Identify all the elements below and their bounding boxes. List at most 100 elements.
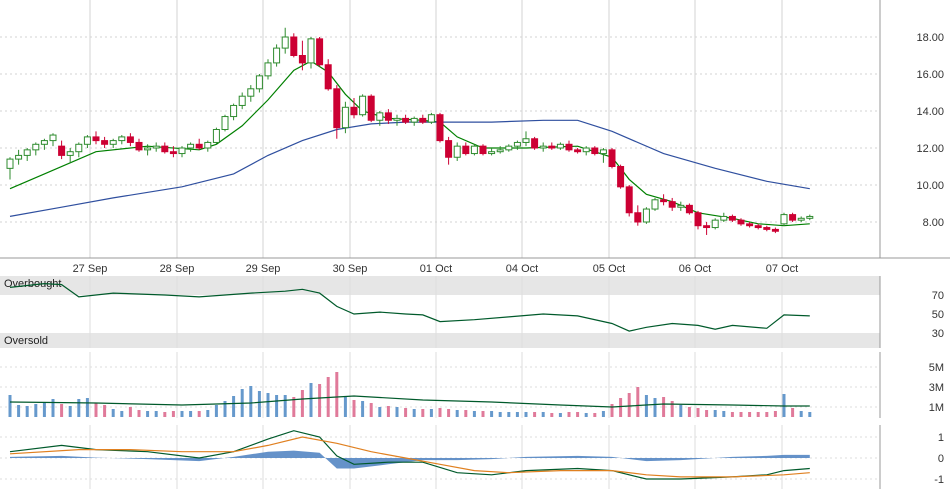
volume-bar: [292, 397, 296, 417]
candle-body: [505, 145, 513, 151]
volume-bar: [283, 395, 287, 417]
candle-body: [625, 186, 633, 214]
candle-body: [230, 104, 238, 118]
candle-body: [746, 223, 754, 227]
candle: [410, 116, 418, 126]
candle: [324, 59, 332, 91]
candle: [574, 148, 582, 154]
volume-bar: [438, 408, 442, 417]
candle: [341, 101, 349, 134]
candle-body: [359, 95, 367, 116]
candle: [462, 142, 470, 156]
candle-body: [178, 147, 186, 155]
candle-body: [23, 149, 31, 156]
candle: [298, 40, 306, 71]
volume-bar: [593, 413, 597, 417]
candle: [316, 37, 324, 67]
volume-bar: [773, 411, 777, 417]
candle-body: [780, 214, 788, 225]
volume-bar: [146, 411, 150, 417]
volume-bar: [25, 406, 29, 417]
candle-body: [599, 149, 607, 155]
volume-bar: [636, 387, 640, 417]
candle-body: [642, 208, 650, 223]
volume-bar: [610, 404, 614, 417]
volume-bar: [17, 405, 21, 417]
candle: [660, 194, 668, 206]
volume-bar: [404, 408, 408, 417]
candle-body: [101, 140, 109, 145]
candle-body: [728, 215, 736, 221]
candle-body: [617, 166, 625, 188]
candle: [746, 222, 754, 228]
volume-bar: [189, 411, 193, 417]
volume-bar: [223, 401, 227, 417]
candle-body: [771, 228, 779, 232]
volume-bar: [481, 411, 485, 417]
candle-body: [660, 199, 668, 203]
volume-bar: [447, 409, 451, 417]
volume-bar: [8, 395, 12, 417]
oversold-label: Oversold: [4, 335, 48, 347]
signal-line: [9, 436, 810, 478]
volume-bar: [464, 410, 468, 417]
volume-bar: [94, 403, 98, 417]
volume-bar: [584, 413, 588, 417]
candle-body: [204, 141, 212, 149]
candle-body: [393, 117, 401, 121]
volume-y-tick-label: 1M: [929, 402, 944, 414]
macd-y-tick-label: 0: [938, 453, 944, 465]
candle: [677, 201, 685, 211]
candle: [333, 85, 341, 139]
candle: [384, 109, 392, 124]
volume-bar: [386, 406, 390, 417]
candle-body: [531, 138, 539, 149]
volume-bar: [352, 400, 356, 417]
volume-bar: [111, 409, 115, 417]
candle-body: [703, 225, 711, 229]
candle: [599, 148, 607, 163]
price-y-tick-label: 10.00: [916, 180, 944, 192]
volume-bar: [567, 412, 571, 417]
candle: [505, 144, 513, 152]
candle: [135, 138, 143, 152]
candle: [419, 114, 427, 124]
candle: [126, 133, 134, 147]
volume-bar: [498, 412, 502, 417]
volume-bar: [808, 412, 812, 417]
candle: [496, 146, 504, 154]
volume-bar: [309, 383, 313, 417]
candle: [109, 138, 117, 148]
candle: [608, 148, 616, 169]
candle: [728, 214, 736, 222]
candle: [806, 214, 814, 221]
candle: [634, 205, 642, 226]
candle-body: [169, 151, 177, 155]
x-tick-label: 05 Oct: [593, 263, 625, 275]
price-y-tick-label: 12.00: [916, 143, 944, 155]
candle: [479, 144, 487, 156]
candle-body: [685, 204, 693, 214]
candle-body: [152, 145, 160, 149]
candle: [694, 210, 702, 230]
volume-bar: [490, 411, 494, 417]
volume-bar: [42, 402, 46, 417]
volume-bar: [765, 412, 769, 417]
candle-body: [212, 129, 220, 143]
candle: [49, 133, 57, 147]
candle: [711, 218, 719, 230]
volume-bar: [68, 406, 72, 417]
candle-body: [187, 143, 195, 149]
volume-bar: [679, 405, 683, 417]
volume-bar: [266, 393, 270, 417]
volume-average-line: [9, 395, 810, 408]
candle: [152, 142, 160, 152]
candle-body: [591, 147, 599, 155]
volume-bar: [619, 398, 623, 417]
candle-body: [195, 143, 203, 149]
volume-bar: [120, 411, 124, 417]
candle-body: [341, 106, 349, 129]
candle-body: [470, 145, 478, 155]
candle-body: [273, 47, 281, 64]
